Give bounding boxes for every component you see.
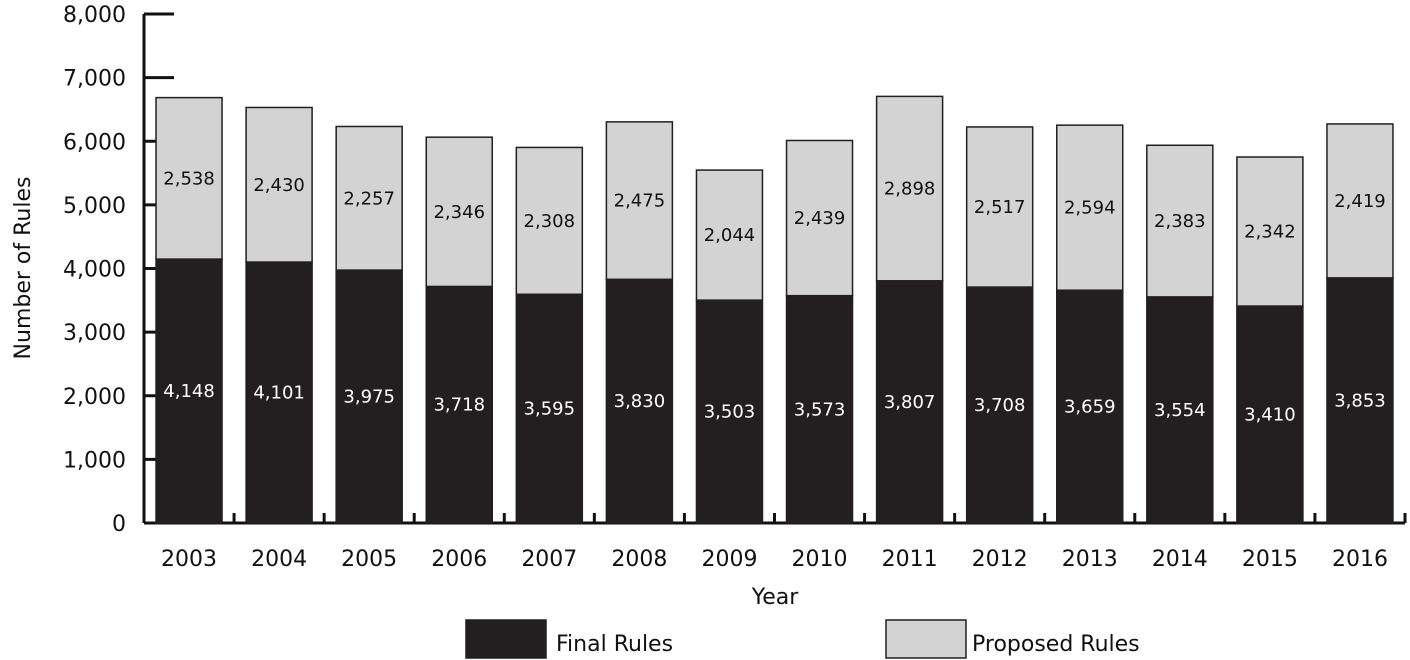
final-rules-value-label: 4,101 — [253, 383, 305, 404]
proposed-rules-bar — [605, 121, 674, 281]
y-tick-label: 6,000 — [63, 130, 126, 155]
final-rules-value-label: 3,503 — [704, 402, 756, 423]
final-rules-value-label: 3,410 — [1244, 405, 1296, 426]
x-tick-label: 2004 — [251, 547, 307, 572]
proposed-rules-value-label: 2,044 — [704, 225, 756, 246]
y-tick-label: 1,000 — [63, 448, 126, 473]
y-tick-label: 7,000 — [63, 67, 126, 92]
proposed-rules-value-label: 2,475 — [614, 191, 666, 212]
final-rules-bar — [605, 278, 674, 524]
proposed-rules-bar — [965, 126, 1034, 288]
x-axis-title: Year — [751, 585, 800, 610]
proposed-rules-bar — [1236, 156, 1304, 307]
final-rules-bar — [515, 293, 584, 524]
final-rules-bar — [1236, 305, 1304, 524]
y-tick-label: 0 — [112, 512, 126, 537]
proposed-rules-value-label: 2,308 — [524, 211, 576, 232]
x-tick-label: 2003 — [161, 547, 217, 572]
final-rules-value-label: 3,830 — [614, 391, 666, 412]
legend-label-proposed-rules: Proposed Rules — [972, 632, 1140, 657]
proposed-rules-value-label: 2,898 — [884, 179, 936, 200]
proposed-rules-bar — [875, 95, 944, 282]
proposed-rules-bar — [155, 96, 223, 260]
final-rules-value-label: 3,708 — [974, 395, 1026, 416]
legend-swatch-proposed-rules — [885, 619, 967, 659]
proposed-rules-bar — [425, 136, 493, 288]
x-tick-label: 2011 — [882, 547, 938, 572]
final-rules-value-label: 3,595 — [524, 399, 576, 420]
x-tick-label: 2005 — [341, 547, 397, 572]
bars — [155, 95, 1394, 524]
proposed-rules-bar — [1146, 144, 1214, 298]
proposed-rules-value-label: 2,419 — [1334, 191, 1386, 212]
x-tick-label: 2007 — [521, 547, 577, 572]
x-tick-label: 2013 — [1062, 547, 1118, 572]
final-rules-value-label: 3,853 — [1334, 390, 1386, 411]
x-tick-label: 2016 — [1332, 547, 1388, 572]
final-rules-bar — [1146, 296, 1214, 524]
final-rules-value-label: 3,718 — [433, 395, 485, 416]
proposed-rules-value-label: 2,383 — [1154, 211, 1206, 232]
proposed-rules-bar — [1056, 124, 1124, 291]
proposed-rules-value-label: 2,439 — [794, 208, 846, 229]
y-tick-label: 2,000 — [63, 385, 126, 410]
final-rules-value-label: 3,573 — [794, 399, 846, 420]
final-rules-bar — [965, 286, 1034, 524]
proposed-rules-value-label: 2,430 — [253, 175, 305, 196]
proposed-rules-value-label: 2,346 — [433, 202, 485, 223]
x-tick-label: 2012 — [972, 547, 1028, 572]
final-rules-bar — [785, 294, 854, 524]
final-rules-value-label: 4,148 — [163, 381, 215, 402]
final-rules-bar — [695, 299, 764, 524]
proposed-rules-value-label: 2,517 — [974, 197, 1026, 218]
legend: Final Rules Proposed Rules — [465, 619, 1140, 659]
proposed-rules-bar — [785, 139, 854, 297]
x-tick-label: 2008 — [611, 547, 667, 572]
x-tick-label: 2015 — [1242, 547, 1298, 572]
final-rules-value-label: 3,807 — [884, 392, 936, 413]
proposed-rules-bar — [695, 169, 764, 301]
y-tick-label: 8,000 — [63, 3, 126, 28]
x-tick-label: 2014 — [1152, 547, 1208, 572]
proposed-rules-value-label: 2,594 — [1064, 198, 1116, 219]
bar-labels: 4,148 2,538 4,101 2,430 3,975 2,257 3,718 2,346… — [163, 168, 1385, 425]
x-tick-label: 2010 — [792, 547, 848, 572]
proposed-rules-value-label: 2,538 — [163, 168, 215, 189]
y-tick-label: 4,000 — [63, 258, 126, 283]
x-axis: 2003 2004 2005 2006 2007 2008 2009 2010 2011 2012… — [142, 513, 1407, 572]
y-tick-label: 3,000 — [63, 321, 126, 346]
legend-swatch-final-rules — [465, 619, 547, 659]
final-rules-value-label: 3,975 — [343, 387, 395, 408]
proposed-rules-value-label: 2,342 — [1244, 222, 1296, 243]
x-tick-label: 2006 — [431, 547, 487, 572]
final-rules-bar — [335, 269, 403, 524]
proposed-rules-bar — [515, 146, 584, 296]
final-rules-bar — [875, 280, 944, 524]
final-rules-value-label: 3,659 — [1064, 397, 1116, 418]
proposed-rules-value-label: 2,257 — [343, 188, 395, 209]
proposed-rules-bar — [245, 106, 313, 263]
final-rules-bar — [155, 258, 223, 524]
y-tick-label: 5,000 — [63, 194, 126, 219]
legend-label-final-rules: Final Rules — [556, 632, 673, 657]
proposed-rules-bar — [1326, 123, 1394, 279]
y-axis-title: Number of Rules — [11, 177, 36, 360]
final-rules-bar — [425, 285, 493, 524]
x-tick-label: 2009 — [701, 547, 757, 572]
final-rules-bar — [1326, 277, 1394, 524]
final-rules-value-label: 3,554 — [1154, 400, 1206, 421]
proposed-rules-bar — [335, 125, 403, 271]
